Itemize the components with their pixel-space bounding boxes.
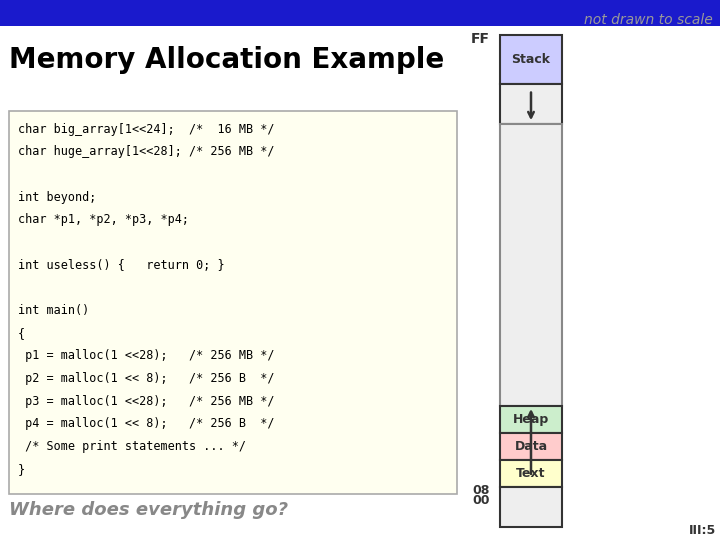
Text: 08: 08 xyxy=(472,484,490,497)
Text: int useless() {   return 0; }: int useless() { return 0; } xyxy=(18,259,225,272)
Text: {: { xyxy=(18,327,25,340)
Text: Heap: Heap xyxy=(513,413,549,426)
Bar xyxy=(500,460,562,487)
Text: char huge_array[1<<28]; /* 256 MB */: char huge_array[1<<28]; /* 256 MB */ xyxy=(18,145,274,158)
Bar xyxy=(500,406,562,433)
Text: p1 = malloc(1 <<28);   /* 256 MB */: p1 = malloc(1 <<28); /* 256 MB */ xyxy=(18,349,274,362)
Bar xyxy=(500,35,562,84)
Text: char *p1, *p2, *p3, *p4;: char *p1, *p2, *p3, *p4; xyxy=(18,213,189,226)
Text: FF: FF xyxy=(471,32,490,46)
Text: Stack: Stack xyxy=(511,53,551,66)
Text: Where does everything go?: Where does everything go? xyxy=(9,501,289,519)
Bar xyxy=(500,84,562,124)
Text: }: } xyxy=(18,463,25,476)
Text: p4 = malloc(1 << 8);   /* 256 B  */: p4 = malloc(1 << 8); /* 256 B */ xyxy=(18,417,274,430)
Bar xyxy=(500,124,562,406)
Text: Data: Data xyxy=(514,440,548,453)
Text: 00: 00 xyxy=(472,494,490,507)
Text: int beyond;: int beyond; xyxy=(18,191,96,204)
Bar xyxy=(0,0,720,26)
Text: III:5: III:5 xyxy=(689,524,716,537)
Bar xyxy=(500,487,562,526)
Text: Text: Text xyxy=(516,467,546,480)
Text: not drawn to scale: not drawn to scale xyxy=(584,14,713,28)
Text: int main(): int main() xyxy=(18,304,89,317)
Text: p2 = malloc(1 << 8);   /* 256 B  */: p2 = malloc(1 << 8); /* 256 B */ xyxy=(18,372,274,385)
Text: char big_array[1<<24];  /*  16 MB */: char big_array[1<<24]; /* 16 MB */ xyxy=(18,123,274,136)
Text: p3 = malloc(1 <<28);   /* 256 MB */: p3 = malloc(1 <<28); /* 256 MB */ xyxy=(18,395,274,408)
Text: Memory Allocation Example: Memory Allocation Example xyxy=(9,46,445,74)
Text: /* Some print statements ... */: /* Some print statements ... */ xyxy=(18,440,246,453)
Bar xyxy=(9,111,457,494)
Bar xyxy=(500,433,562,460)
